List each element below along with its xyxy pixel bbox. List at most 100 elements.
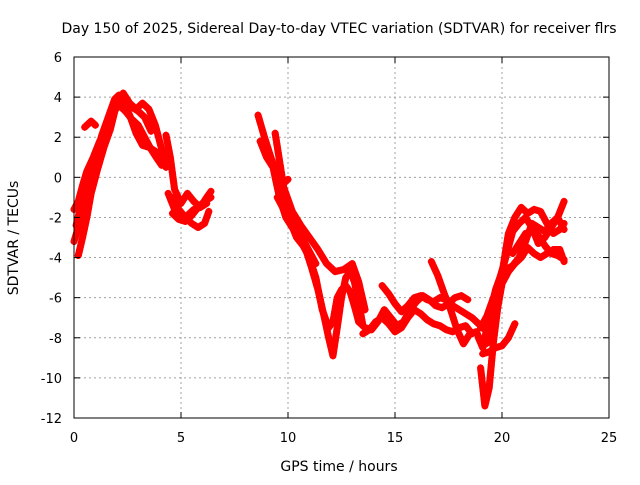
data-point [131, 118, 139, 126]
data-point [428, 319, 436, 327]
data-point [468, 314, 476, 322]
series-layer [70, 89, 568, 410]
data-point [205, 194, 213, 202]
data-point [380, 315, 388, 323]
data-point [441, 325, 449, 333]
data-point [168, 209, 176, 217]
data-point [547, 219, 555, 227]
data-point [190, 197, 198, 205]
data-point [170, 211, 178, 219]
data-point [558, 255, 566, 263]
data-point [417, 310, 425, 318]
series-trace-23 [477, 213, 568, 332]
data-point [397, 308, 405, 316]
y-tick-label: 2 [54, 131, 62, 146]
y-tick-label: -8 [49, 332, 62, 347]
data-point [519, 205, 527, 213]
data-point [549, 218, 557, 226]
data-point [471, 317, 479, 325]
data-point [136, 109, 144, 117]
y-tick-label: 6 [54, 51, 62, 66]
x-tick-label: 5 [177, 431, 185, 446]
data-point [282, 177, 290, 185]
data-point [91, 121, 99, 129]
x-tick-label: 0 [70, 431, 78, 446]
data-point [525, 245, 533, 253]
data-point [183, 216, 191, 224]
chart-title: Day 150 of 2025, Sidereal Day-to-day VTE… [61, 21, 616, 37]
data-point [470, 315, 478, 323]
data-point [514, 255, 522, 263]
series-trace-4 [70, 95, 155, 213]
data-point [128, 115, 136, 123]
series-trace-8 [168, 193, 213, 231]
data-point [517, 203, 525, 211]
data-point [356, 319, 364, 327]
data-point [560, 256, 568, 264]
data-point [517, 218, 525, 226]
y-tick-label: -4 [49, 252, 62, 267]
data-point [81, 123, 89, 131]
data-point [381, 317, 389, 325]
data-point [420, 313, 428, 321]
series-trace-13 [273, 193, 320, 268]
x-tick-label: 15 [387, 431, 404, 446]
y-axis-label: SDTVAR / TECUs [6, 181, 22, 296]
data-point [197, 200, 205, 208]
data-point [399, 306, 407, 314]
series-trace-22 [509, 227, 568, 264]
data-point [490, 345, 498, 353]
data-point [118, 104, 126, 112]
data-point [196, 202, 204, 210]
data-point [181, 217, 189, 225]
data-point [511, 320, 519, 328]
data-point [520, 206, 528, 214]
data-point [278, 181, 286, 189]
x-tick-label: 20 [494, 431, 511, 446]
data-point [129, 117, 137, 125]
data-point [268, 162, 276, 170]
data-point [82, 122, 90, 130]
data-point [134, 107, 142, 115]
data-point [90, 120, 98, 128]
data-point [101, 129, 109, 137]
series-trace-21 [479, 320, 519, 358]
series-trace-5 [81, 117, 99, 131]
data-point [527, 247, 535, 255]
data-point [462, 295, 470, 303]
data-point [147, 127, 155, 135]
x-axis-label: GPS time / hours [280, 459, 397, 475]
data-point [328, 319, 336, 327]
data-point [560, 225, 568, 233]
y-tick-label: -6 [49, 292, 62, 307]
data-point [464, 296, 472, 304]
data-point [281, 178, 289, 186]
y-tick-label: 4 [54, 91, 62, 106]
x-tick-label: 25 [601, 431, 618, 446]
data-point [378, 314, 386, 322]
data-point [560, 197, 568, 205]
y-tick-label: -10 [41, 372, 62, 387]
series-trace-10 [254, 111, 363, 332]
data-point [279, 180, 287, 188]
data-point [515, 219, 523, 227]
data-point [143, 104, 151, 112]
data-point [172, 212, 180, 220]
data-point [194, 203, 202, 211]
data-point [207, 193, 215, 201]
x-tick-label: 10 [280, 431, 297, 446]
data-point [205, 207, 213, 215]
y-tick-label: -2 [49, 211, 62, 226]
data-point [312, 260, 320, 268]
data-point [284, 175, 292, 183]
data-point [142, 102, 150, 110]
y-tick-label: 0 [54, 171, 62, 186]
y-tick-label: -12 [41, 412, 62, 427]
series-trace-9 [168, 193, 215, 225]
data-point [361, 306, 369, 314]
plot-frame [73, 56, 610, 419]
data-point [73, 199, 81, 207]
data-point [473, 318, 481, 326]
